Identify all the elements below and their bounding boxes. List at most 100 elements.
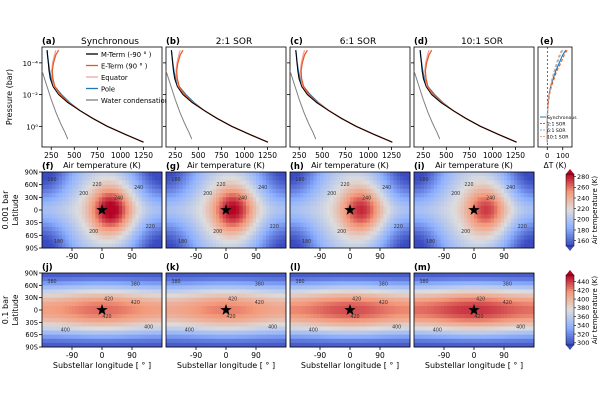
heatmap-cell [403, 222, 408, 228]
heatmap-cell [340, 218, 344, 224]
heatmap-cell [115, 297, 120, 303]
heatmap-cell [78, 222, 83, 228]
heatmap-cell [393, 301, 398, 307]
heatmap-cell [186, 235, 190, 240]
heatmap-cell [172, 180, 177, 186]
heatmap-cell [450, 277, 455, 282]
heatmap-cell [326, 318, 331, 323]
heatmap-cell [229, 289, 234, 294]
heatmap-cell [316, 235, 321, 240]
heatmap-cell [72, 326, 76, 331]
heatmap-cell [58, 273, 63, 278]
colorbar-segment [566, 212, 574, 216]
heatmap-cell [52, 188, 56, 194]
heatmap-cell [393, 184, 398, 190]
heatmap-cell [202, 301, 207, 307]
heatmap-cell [366, 293, 371, 299]
heatmap-cell [112, 334, 116, 340]
heatmap-cell [145, 342, 150, 348]
heatmap-cell [524, 193, 528, 198]
heatmap-cell [189, 318, 194, 323]
heatmap-cell [182, 305, 187, 311]
heatmap-cell [353, 218, 358, 224]
heatmap-cell [115, 222, 120, 228]
heatmap-cell [186, 289, 190, 294]
heatmap-cell [206, 330, 210, 336]
heatmap-cell [356, 318, 361, 323]
heatmap-cell [269, 301, 274, 307]
heatmap-cell [219, 188, 224, 194]
heatmap-cell [242, 193, 247, 198]
heatmap-cell [296, 289, 301, 294]
heatmap-cell [118, 297, 123, 303]
heatmap-cell [65, 205, 70, 211]
heatmap-cell [192, 197, 197, 202]
heatmap-cell [128, 305, 133, 311]
heatmap-cell [85, 281, 90, 286]
heatmap-cell [75, 176, 80, 181]
heatmap-cell [179, 188, 184, 194]
heatmap-cell [209, 193, 214, 198]
heatmap-cell [363, 180, 368, 186]
heatmap-cell [353, 210, 358, 215]
heatmap-cell [350, 201, 354, 207]
heatmap-cell [363, 305, 368, 311]
heatmap-cell [102, 277, 106, 282]
heatmap-cell [135, 305, 140, 311]
heatmap-cell [68, 281, 73, 286]
x-tick-label: 750 [90, 151, 105, 160]
heatmap-cell [510, 226, 515, 232]
heatmap-cell [356, 305, 361, 311]
heatmap-cell [108, 281, 113, 286]
heatmap-cell [222, 330, 227, 336]
heatmap-cell [259, 314, 264, 319]
heatmap-cell [427, 273, 432, 278]
heatmap-cell [330, 239, 334, 245]
heatmap-cell [500, 197, 505, 202]
heatmap-cell [78, 205, 83, 211]
heatmap-cell [450, 285, 455, 290]
heatmap-cell [524, 243, 528, 249]
heatmap-cell [98, 205, 103, 211]
heatmap-cell [226, 281, 230, 286]
heatmap-cell [340, 188, 344, 194]
heatmap-cell [212, 210, 217, 215]
heatmap-cell [366, 273, 371, 278]
heatmap-cell [269, 243, 274, 249]
heatmap-cell [112, 210, 116, 215]
heatmap-cell [65, 210, 70, 215]
y-tick-label: 90S [25, 245, 38, 253]
heatmap-cell [356, 197, 361, 202]
heatmap-cell [417, 201, 422, 207]
heatmap-cell [132, 310, 136, 315]
water-condensation-line [289, 70, 317, 140]
x-tick-label: 1250 [506, 151, 525, 160]
colorbar-segment [566, 238, 574, 242]
heatmap-cell [222, 297, 227, 303]
heatmap-cell [95, 289, 100, 294]
heatmap-cell [517, 273, 522, 278]
heatmap-cell [290, 226, 294, 232]
heatmap-cell [457, 243, 462, 249]
heatmap-cell [172, 188, 177, 194]
heatmap-cell [189, 297, 194, 303]
heatmap-cell [360, 239, 364, 245]
heatmap-cell [454, 222, 458, 228]
heatmap-cell [242, 281, 247, 286]
heatmap-cell [45, 226, 50, 232]
heatmap-cell [65, 235, 70, 240]
heatmap-cell [350, 231, 354, 236]
heatmap-cell [494, 193, 498, 198]
heatmap-cell [158, 235, 163, 240]
heatmap-cell [179, 197, 184, 202]
heatmap-cell [138, 184, 143, 190]
heatmap-cell [320, 239, 324, 245]
heatmap-cell [484, 281, 488, 286]
heatmap-cell [343, 205, 348, 211]
heatmap-cell [430, 205, 435, 211]
heatmap-cell [209, 231, 214, 236]
heatmap-cell [464, 197, 468, 202]
heatmap-cell [166, 289, 170, 294]
heatmap-cell [62, 277, 66, 282]
heatmap-cell [88, 326, 93, 331]
